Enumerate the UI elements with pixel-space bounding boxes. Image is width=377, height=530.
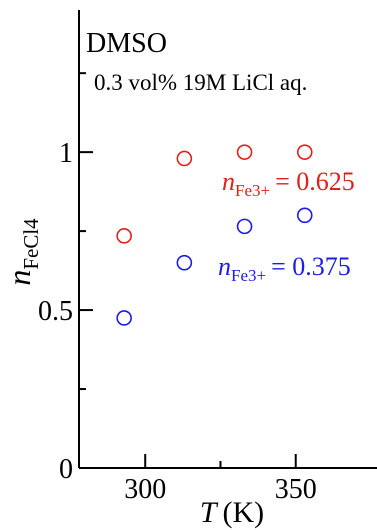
x-axis-title: T (K) (200, 496, 264, 529)
solvent-label: DMSO (86, 28, 167, 59)
axis-ticks (79, 72, 297, 469)
series-label-red-sub: Fe3+ (235, 181, 270, 200)
conditions-label: 0.3 vol% 19M LiCl aq. (94, 70, 307, 95)
data-point-blue (176, 254, 193, 271)
y-tick-label: 1 (59, 138, 73, 169)
y-tick-label: 0 (59, 454, 73, 485)
y-axis-title-var: n (1, 270, 37, 286)
data-point-blue (236, 218, 253, 235)
y-axis-title-group: nFeCl4 (1, 218, 43, 286)
y-axis-title-sub: FeCl4 (19, 218, 43, 270)
data-point-red (116, 228, 132, 244)
series-label-red-value: = 0.625 (275, 167, 355, 196)
x-axis-title-var: T (200, 496, 219, 529)
data-point-red (236, 144, 253, 160)
axis-tick-labels: 0 0.5 1 300 350 (38, 138, 317, 505)
data-points (116, 144, 313, 326)
y-tick-label: 0.5 (38, 296, 73, 327)
data-point-red (176, 150, 193, 167)
x-tick-label: 350 (275, 474, 317, 505)
series-label-blue-value: = 0.375 (271, 252, 351, 281)
x-tick-label: 300 (124, 474, 166, 505)
series-label-red-var: n (222, 167, 235, 196)
series-label-blue: nFe3+ = 0.375 (218, 252, 351, 285)
data-point-blue (116, 310, 132, 326)
data-point-red (296, 144, 313, 160)
x-axis-title-unit: (K) (223, 496, 265, 529)
series-label-blue-sub: Fe3+ (231, 266, 266, 285)
series-label-blue-var: n (218, 252, 231, 281)
data-point-blue (296, 207, 313, 224)
series-label-red: nFe3+ = 0.625 (222, 167, 355, 200)
y-axis-title: nFeCl4 (1, 218, 43, 286)
